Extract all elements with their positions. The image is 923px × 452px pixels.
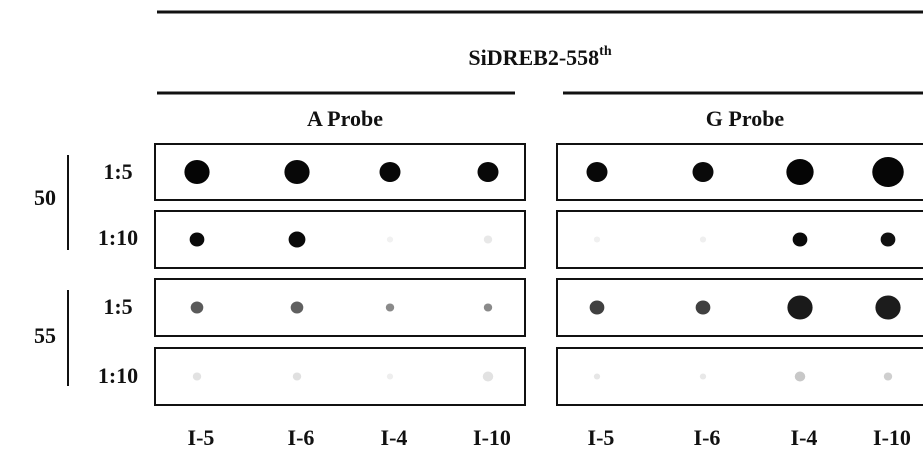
blot-box bbox=[557, 279, 923, 336]
ratio-label: 1:5 bbox=[103, 294, 132, 319]
blot-dot bbox=[190, 233, 205, 247]
blot-dot bbox=[700, 374, 706, 380]
lane-label: I-5 bbox=[188, 425, 215, 450]
blot-box bbox=[155, 348, 525, 405]
blot-box bbox=[155, 211, 525, 268]
lane-label: I-10 bbox=[473, 425, 511, 450]
blot-dot bbox=[884, 373, 892, 381]
blot-dot bbox=[386, 304, 394, 312]
lane-label: I-10 bbox=[873, 425, 911, 450]
blot-dot bbox=[291, 302, 304, 314]
group-label: 50 bbox=[34, 185, 56, 210]
blot-dot bbox=[786, 159, 813, 185]
blot-dot bbox=[484, 236, 492, 244]
blot-dot bbox=[387, 237, 393, 243]
ratio-label: 1:10 bbox=[98, 363, 138, 388]
blot-dot bbox=[478, 162, 499, 182]
blot-dot bbox=[795, 372, 806, 382]
lane-label: I-6 bbox=[694, 425, 721, 450]
lane-label: I-6 bbox=[288, 425, 315, 450]
probe-label: G Probe bbox=[706, 106, 785, 131]
blot-dot bbox=[696, 301, 711, 315]
blot-dot bbox=[693, 162, 714, 182]
blot-dot bbox=[594, 374, 600, 380]
blot-dot bbox=[293, 373, 301, 381]
blot-dot bbox=[387, 374, 393, 380]
blot-dot bbox=[380, 162, 401, 182]
figure: SiDREB2-558th A Probe G Probe 50 55 1:5 … bbox=[0, 0, 923, 452]
blot-box bbox=[155, 279, 525, 336]
lane-label: I-5 bbox=[588, 425, 615, 450]
ratio-label: 1:5 bbox=[103, 159, 132, 184]
blot-dot bbox=[191, 302, 204, 314]
blot-dot bbox=[484, 304, 492, 312]
blot-box bbox=[557, 144, 923, 200]
blot-box bbox=[155, 144, 525, 200]
ratio-label: 1:10 bbox=[98, 225, 138, 250]
blot-dot bbox=[793, 233, 808, 247]
blot-dot bbox=[590, 301, 605, 315]
blot-dot bbox=[700, 237, 706, 243]
blot-dot bbox=[483, 372, 494, 382]
blot-dot bbox=[787, 296, 812, 320]
lane-label: I-4 bbox=[381, 425, 408, 450]
blot-dot bbox=[587, 162, 608, 182]
blot-dot bbox=[289, 232, 306, 248]
blot-dot bbox=[193, 373, 201, 381]
blot-dot bbox=[872, 157, 904, 187]
lane-label: I-4 bbox=[791, 425, 818, 450]
title-main: SiDREB2-558 bbox=[468, 45, 599, 70]
title-superscript: th bbox=[599, 44, 612, 59]
blots bbox=[155, 144, 923, 405]
probe-label: A Probe bbox=[307, 106, 383, 131]
blot-dot bbox=[594, 237, 600, 243]
group-label: 55 bbox=[34, 323, 56, 348]
blot-dot bbox=[875, 296, 900, 320]
figure-title: SiDREB2-558th bbox=[468, 44, 611, 70]
blot-dot bbox=[881, 233, 896, 247]
blot-box bbox=[557, 348, 923, 405]
blot-box bbox=[557, 211, 923, 268]
blot-dot bbox=[184, 160, 209, 184]
blot-dot bbox=[284, 160, 309, 184]
